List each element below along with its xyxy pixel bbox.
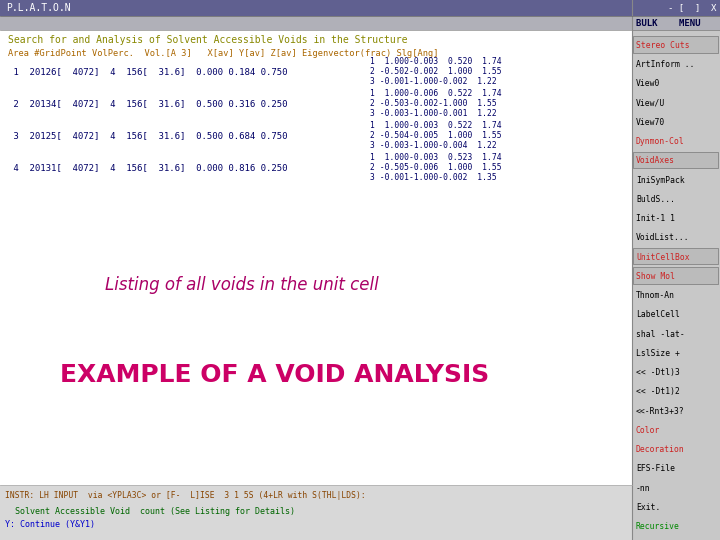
Text: 2 -0.502-0.002  1.000  1.55: 2 -0.502-0.002 1.000 1.55: [370, 68, 502, 77]
Text: Dynmon-Col: Dynmon-Col: [636, 137, 685, 146]
Text: Area #GridPoint VolPerc.  Vol.[A 3]   X[av] Y[av] Z[av] Eigenvector(frac) Slg[An: Area #GridPoint VolPerc. Vol.[A 3] X[av]…: [8, 50, 438, 58]
Text: 3 -0.003-1.000-0.001  1.22: 3 -0.003-1.000-0.001 1.22: [370, 110, 497, 118]
Text: 1  20126[  4072]  4  156[  31.6]  0.000 0.184 0.750: 1 20126[ 4072] 4 156[ 31.6] 0.000 0.184 …: [8, 68, 287, 77]
Text: 4  20131[  4072]  4  156[  31.6]  0.000 0.816 0.250: 4 20131[ 4072] 4 156[ 31.6] 0.000 0.816 …: [8, 164, 287, 172]
Text: shal -lat-: shal -lat-: [636, 329, 685, 339]
Text: EFS-File: EFS-File: [636, 464, 675, 473]
Text: Recursive: Recursive: [636, 522, 680, 531]
Text: Color: Color: [636, 426, 660, 435]
Text: P.L.A.T.O.N: P.L.A.T.O.N: [6, 3, 71, 13]
Text: << -Dtl)3: << -Dtl)3: [636, 368, 680, 377]
Text: View70: View70: [636, 118, 665, 127]
Text: 3 -0.001-1.000-0.002  1.22: 3 -0.001-1.000-0.002 1.22: [370, 78, 497, 86]
Text: 1  1.000-0.006  0.522  1.74: 1 1.000-0.006 0.522 1.74: [370, 90, 502, 98]
Bar: [633, 248, 718, 265]
Bar: [0, 0, 720, 16]
Text: View0: View0: [636, 79, 660, 89]
Text: 2 -0.505-0.006  1.000  1.55: 2 -0.505-0.006 1.000 1.55: [370, 164, 502, 172]
Text: ArtInform ..: ArtInform ..: [636, 60, 695, 69]
Text: INSTR: LH INPUT  via <YPLA3C> or [F-  L]ISE  3 1 5S (4+LR with S(THL|LDS):: INSTR: LH INPUT via <YPLA3C> or [F- L]IS…: [5, 490, 366, 500]
Bar: [633, 267, 718, 284]
Bar: [633, 152, 718, 168]
Text: EXAMPLE OF A VOID ANALYSIS: EXAMPLE OF A VOID ANALYSIS: [60, 363, 490, 387]
Text: Stereo Cuts: Stereo Cuts: [636, 41, 690, 50]
Text: View/U: View/U: [636, 99, 665, 107]
Text: -nn: -nn: [636, 483, 651, 492]
Bar: [632, 30, 720, 540]
Text: <<-Rnt3+3?: <<-Rnt3+3?: [636, 407, 685, 416]
Text: BULK    MENU: BULK MENU: [636, 18, 701, 28]
Text: Solvent Accessible Void  count (See Listing for Details): Solvent Accessible Void count (See Listi…: [5, 507, 295, 516]
Text: LslSize +: LslSize +: [636, 349, 680, 358]
Bar: [0, 30, 632, 485]
Text: 2 -0.504-0.005  1.000  1.55: 2 -0.504-0.005 1.000 1.55: [370, 132, 502, 140]
Text: 3 -0.003-1.000-0.004  1.22: 3 -0.003-1.000-0.004 1.22: [370, 141, 497, 151]
Text: 1  1.000-0.003  0.523  1.74: 1 1.000-0.003 0.523 1.74: [370, 153, 502, 163]
Text: VoidList...: VoidList...: [636, 233, 690, 242]
Text: UnitCellBox: UnitCellBox: [636, 253, 690, 261]
Text: << -Dt1)2: << -Dt1)2: [636, 387, 680, 396]
Text: 3 -0.001-1.000-0.002  1.35: 3 -0.001-1.000-0.002 1.35: [370, 173, 497, 183]
Bar: [0, 485, 632, 540]
Text: 1  1.000-0.003  0.520  1.74: 1 1.000-0.003 0.520 1.74: [370, 57, 502, 66]
Text: 3  20125[  4072]  4  156[  31.6]  0.500 0.684 0.750: 3 20125[ 4072] 4 156[ 31.6] 0.500 0.684 …: [8, 132, 287, 140]
Text: Exit.: Exit.: [636, 503, 660, 512]
Text: BuldS...: BuldS...: [636, 195, 675, 204]
Text: Init-1 1: Init-1 1: [636, 214, 675, 223]
Text: Thnom-An: Thnom-An: [636, 291, 675, 300]
Text: IniSymPack: IniSymPack: [636, 176, 685, 185]
Text: 2  20134[  4072]  4  156[  31.6]  0.500 0.316 0.250: 2 20134[ 4072] 4 156[ 31.6] 0.500 0.316 …: [8, 99, 287, 109]
Text: Show Mol: Show Mol: [636, 272, 675, 281]
Text: Y: Continue (Y&Y1): Y: Continue (Y&Y1): [5, 521, 95, 530]
Bar: [0, 16, 720, 30]
Text: Listing of all voids in the unit cell: Listing of all voids in the unit cell: [105, 276, 379, 294]
Text: Decoration: Decoration: [636, 445, 685, 454]
Text: Search for and Analysis of Solvent Accessible Voids in the Structure: Search for and Analysis of Solvent Acces…: [8, 35, 408, 45]
Bar: [633, 36, 718, 53]
Text: - [  ]  X: - [ ] X: [668, 3, 716, 12]
Text: 2 -0.503-0.002-1.000  1.55: 2 -0.503-0.002-1.000 1.55: [370, 99, 497, 109]
Text: VoidAxes: VoidAxes: [636, 157, 675, 165]
Text: LabelCell: LabelCell: [636, 310, 680, 319]
Text: 1  1.000-0.003  0.522  1.74: 1 1.000-0.003 0.522 1.74: [370, 122, 502, 131]
